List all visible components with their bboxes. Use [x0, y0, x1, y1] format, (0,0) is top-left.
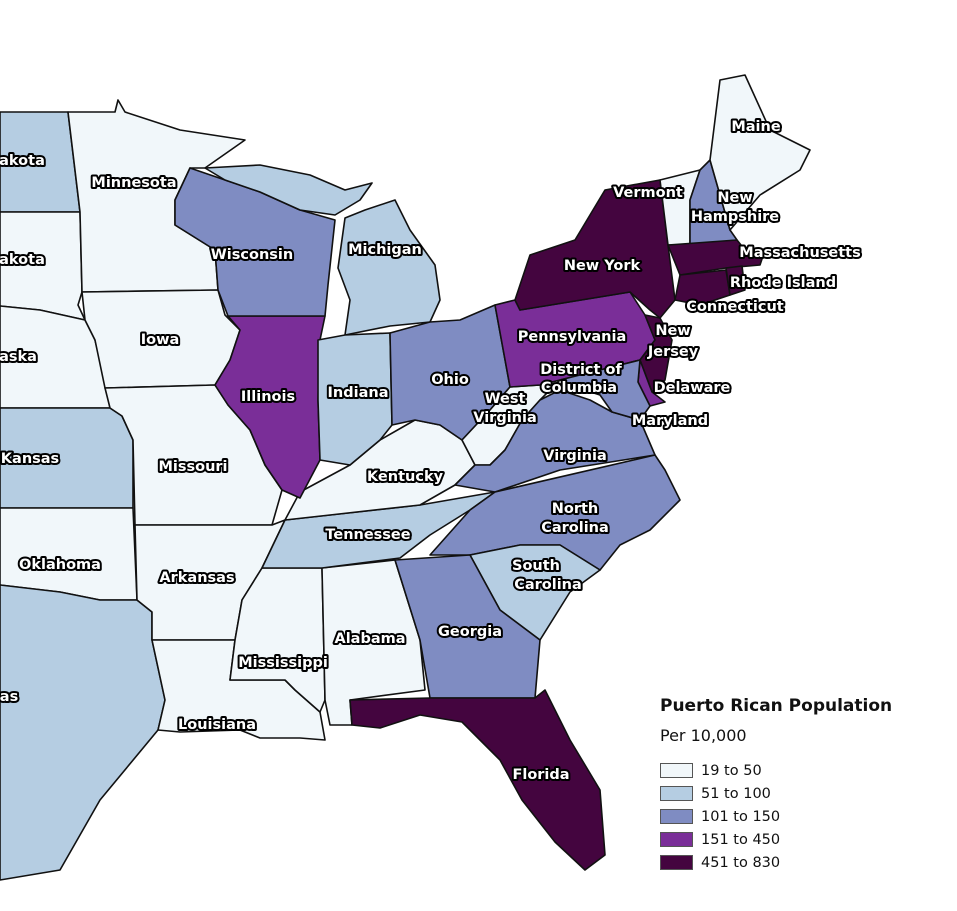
- legend-swatch: [660, 855, 693, 870]
- label-mississippi: Mississippi: [238, 655, 328, 671]
- legend-swatch: [660, 809, 693, 824]
- legend-swatch: [660, 832, 693, 847]
- legend-item: 151 to 450: [660, 828, 892, 851]
- label-maryland: Maryland: [632, 413, 708, 429]
- label-delaware: Delaware: [654, 380, 731, 396]
- state-indiana: [317, 332, 393, 466]
- label-rhode-island: Rhode Island: [730, 275, 836, 291]
- legend-item: 451 to 830: [660, 851, 892, 874]
- label-michigan: Michigan: [348, 242, 422, 258]
- label-north-carolina-1: North: [552, 501, 599, 517]
- label-south-carolina-2: Carolina: [514, 577, 582, 593]
- label-vermont: Vermont: [613, 185, 683, 201]
- legend-label: 101 to 150: [701, 808, 781, 825]
- label-wisconsin: Wisconsin: [211, 247, 293, 263]
- label-dc-2: Columbia: [541, 380, 617, 396]
- label-minnesota: Minnesota: [91, 175, 176, 191]
- label-louisiana: Louisiana: [178, 717, 256, 733]
- state-michigan-upper: [204, 164, 373, 216]
- label-missouri: Missouri: [158, 459, 227, 475]
- label-west-virginia-1: West: [485, 391, 526, 407]
- label-new-jersey-2: Jersey: [647, 344, 699, 360]
- legend: Puerto Rican Population Per 10,000 19 to…: [660, 696, 892, 874]
- label-nebraska: aska: [0, 349, 37, 365]
- label-south-dakota: akota: [0, 252, 45, 268]
- legend-subtitle: Per 10,000: [660, 726, 747, 745]
- label-virginia: Virginia: [543, 448, 607, 464]
- label-ohio: Ohio: [431, 372, 469, 388]
- legend-item: 19 to 50: [660, 759, 892, 782]
- state-virginia: [454, 389, 656, 493]
- legend-title: Puerto Rican Population: [660, 696, 893, 716]
- label-kansas: Kansas: [1, 451, 59, 467]
- legend-swatch: [660, 786, 693, 801]
- state-texas: [0, 584, 166, 881]
- label-dc-1: District of: [540, 362, 622, 378]
- state-rhode-island: [725, 265, 746, 296]
- state-florida: [349, 689, 606, 871]
- state-new-york: [514, 179, 676, 319]
- label-north-dakota: akota: [0, 153, 45, 169]
- label-florida: Florida: [512, 767, 569, 783]
- label-alabama: Alabama: [334, 631, 405, 647]
- label-tennessee: Tennessee: [325, 527, 410, 543]
- label-texas: as: [0, 689, 18, 705]
- legend-label: 451 to 830: [701, 854, 781, 871]
- legend-item: 51 to 100: [660, 782, 892, 805]
- legend-item: 101 to 150: [660, 805, 892, 828]
- label-new-york: New York: [564, 258, 641, 274]
- state-maryland: [559, 359, 651, 421]
- legend-swatch: [660, 763, 693, 778]
- label-oklahoma: Oklahoma: [19, 557, 101, 573]
- state-new-jersey: [639, 314, 673, 393]
- label-maine: Maine: [731, 119, 781, 135]
- legend-label: 19 to 50: [701, 762, 762, 779]
- label-kentucky: Kentucky: [367, 469, 444, 485]
- legend-label: 151 to 450: [701, 831, 781, 848]
- label-south-carolina-1: South: [512, 558, 560, 574]
- state-oklahoma: [0, 507, 138, 601]
- label-arkansas: Arkansas: [159, 570, 234, 586]
- label-indiana: Indiana: [328, 385, 389, 401]
- label-north-carolina-2: Carolina: [541, 520, 609, 536]
- label-iowa: Iowa: [141, 332, 180, 348]
- state-georgia: [394, 554, 541, 699]
- legend-label: 51 to 100: [701, 785, 771, 802]
- label-new-hampshire-2: Hampshire: [691, 209, 779, 225]
- label-pennsylvania: Pennsylvania: [518, 329, 626, 345]
- label-west-virginia-2: Virginia: [473, 410, 537, 426]
- label-massachusetts: Massachusetts: [739, 245, 860, 261]
- label-georgia: Georgia: [438, 624, 502, 640]
- state-connecticut: [674, 269, 731, 306]
- label-illinois: Illinois: [241, 389, 295, 405]
- state-maine: [709, 74, 811, 231]
- label-connecticut: Connecticut: [686, 299, 783, 315]
- label-new-jersey-1: New: [655, 323, 690, 339]
- label-new-hampshire-1: New: [717, 190, 752, 206]
- state-michigan-lower: [337, 199, 441, 336]
